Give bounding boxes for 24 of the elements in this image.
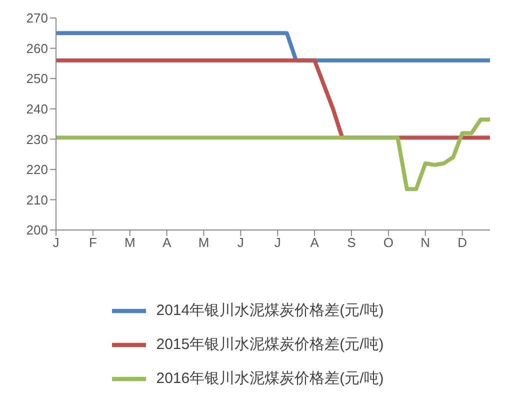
y-tick-label: 210 [26,192,48,208]
legend-label: 2014年银川水泥煤炭价格差(元/吨) [156,302,384,319]
x-tick-label: J [274,235,281,250]
y-tick-label: 230 [26,132,48,147]
x-tick-label: D [458,235,467,250]
y-tick-label: 220 [26,162,48,178]
x-tick-label: N [420,235,430,250]
x-tick-label: A [162,235,172,250]
x-tick-label: O [383,235,394,250]
x-tick-label: J [52,235,60,250]
y-tick-label: 270 [26,10,48,26]
legend-label: 2016年银川水泥煤炭价格差(元/吨) [156,370,384,387]
x-tick-label: J [237,235,244,250]
x-tick-label: M [124,235,136,250]
y-tick-label: 240 [26,101,48,116]
x-tick-label: F [88,235,97,250]
x-tick-label: A [310,235,320,250]
legend-label: 2015年银川水泥煤炭价格差(元/吨) [156,336,384,353]
y-tick-label: 250 [26,71,48,86]
x-tick-label: S [347,235,356,250]
x-tick-label: M [198,235,210,250]
line-series [56,117,490,192]
y-tick-label: 200 [26,222,48,238]
y-tick-label: 260 [26,40,48,56]
